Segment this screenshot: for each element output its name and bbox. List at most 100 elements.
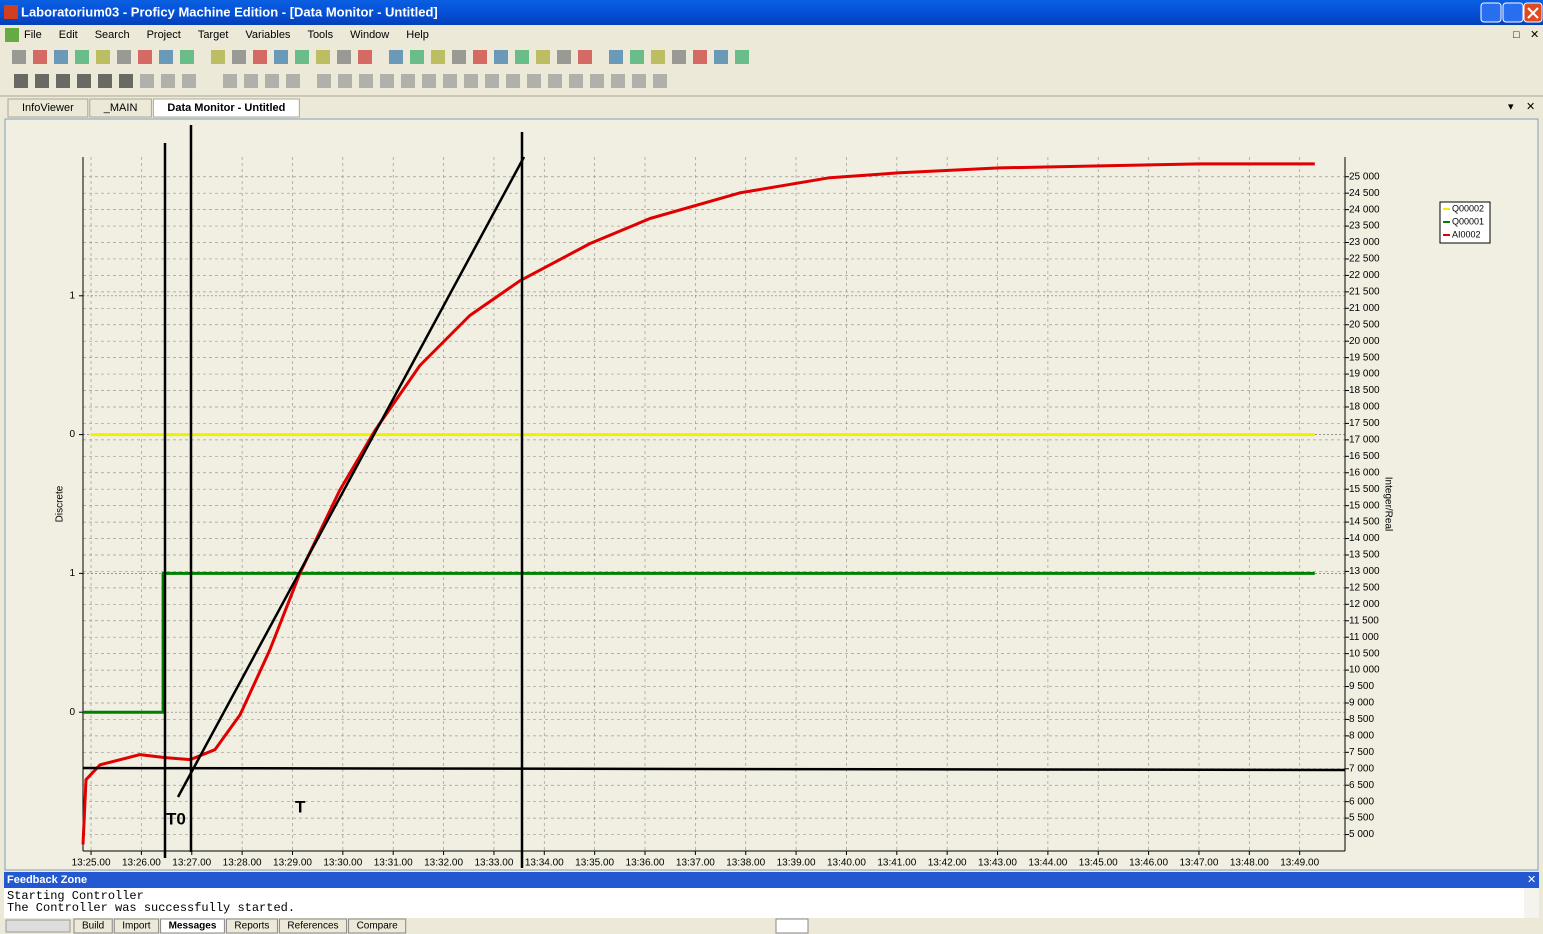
toolbar-button[interactable]	[117, 50, 131, 64]
toolbar-button[interactable]	[159, 50, 173, 64]
toolbar-button[interactable]	[536, 50, 550, 64]
toolbar-button[interactable]	[338, 74, 352, 88]
toolbar-button[interactable]	[401, 74, 415, 88]
menu-item[interactable]: Edit	[59, 29, 78, 41]
toolbar-button[interactable]	[431, 50, 445, 64]
toolbar-button[interactable]	[557, 50, 571, 64]
toolbar-button[interactable]	[485, 74, 499, 88]
toolbar-button[interactable]	[140, 74, 154, 88]
y2-tick-label: 20 500	[1349, 319, 1380, 330]
toolbar-button[interactable]	[286, 74, 300, 88]
menu-item[interactable]: File	[24, 29, 42, 41]
toolbar-button[interactable]	[735, 50, 749, 64]
toolbar-button[interactable]	[380, 74, 394, 88]
toolbar-button[interactable]	[161, 74, 175, 88]
menu-item[interactable]: Tools	[307, 29, 333, 41]
y2-tick-label: 19 500	[1349, 352, 1380, 363]
menu-icon	[5, 28, 19, 42]
toolbar-button[interactable]	[138, 50, 152, 64]
feedback-close[interactable]: ✕	[1527, 874, 1536, 886]
toolbar-button[interactable]	[337, 50, 351, 64]
toolbar-button[interactable]	[56, 74, 70, 88]
toolbar-button[interactable]	[14, 74, 28, 88]
toolbar-button[interactable]	[714, 50, 728, 64]
toolbar-button[interactable]	[77, 74, 91, 88]
scrollbar[interactable]	[1524, 888, 1539, 918]
toolbar-button[interactable]	[389, 50, 403, 64]
toolbar-button[interactable]	[422, 74, 436, 88]
bottom-tab[interactable]	[225, 918, 278, 934]
bottom-tab[interactable]	[160, 918, 225, 934]
toolbar-button[interactable]	[609, 50, 623, 64]
toolbar-button[interactable]	[274, 50, 288, 64]
toolbar-button[interactable]	[295, 50, 309, 64]
tab[interactable]	[89, 98, 152, 118]
toolbar-button[interactable]	[569, 74, 583, 88]
toolbar-button[interactable]	[473, 50, 487, 64]
toolbar-button[interactable]	[317, 74, 331, 88]
tab-label: Data Monitor - Untitled	[167, 102, 285, 114]
tab-menu[interactable]: ▾	[1508, 101, 1514, 113]
x-tick-label: 13:31.00	[374, 858, 413, 869]
toolbar-button[interactable]	[630, 50, 644, 64]
y2-tick-label: 19 000	[1349, 369, 1380, 380]
toolbar-button[interactable]	[578, 50, 592, 64]
toolbar-button[interactable]	[316, 50, 330, 64]
toolbar-button[interactable]	[632, 74, 646, 88]
tab-close[interactable]: ✕	[1526, 101, 1535, 113]
x-tick-label: 13:47.00	[1179, 858, 1218, 869]
toolbar-button[interactable]	[35, 74, 49, 88]
bottom-tab[interactable]	[73, 918, 113, 934]
menu-item[interactable]: Window	[350, 29, 389, 41]
toolbar-button[interactable]	[119, 74, 133, 88]
toolbar-button[interactable]	[452, 50, 466, 64]
menu-item[interactable]: Variables	[245, 29, 291, 41]
toolbar-button[interactable]	[611, 74, 625, 88]
toolbar-button[interactable]	[253, 50, 267, 64]
bottom-tab[interactable]	[348, 918, 407, 934]
toolbar-button[interactable]	[232, 50, 246, 64]
toolbar-button[interactable]	[527, 74, 541, 88]
toolbar-button[interactable]	[359, 74, 373, 88]
menu-item[interactable]: Search	[95, 29, 130, 41]
menu-item[interactable]: Project	[147, 29, 181, 41]
toolbar-button[interactable]	[693, 50, 707, 64]
toolbar-button[interactable]	[265, 74, 279, 88]
toolbar-button[interactable]	[180, 50, 194, 64]
toolbar-button[interactable]	[211, 50, 225, 64]
toolbar-button[interactable]	[443, 74, 457, 88]
toolbar-button[interactable]	[182, 74, 196, 88]
tab[interactable]	[152, 98, 300, 118]
toolbar-button[interactable]	[548, 74, 562, 88]
tab[interactable]	[7, 98, 89, 118]
toolbar-button[interactable]	[75, 50, 89, 64]
mdi-restore[interactable]: □	[1513, 29, 1520, 41]
toolbar-button[interactable]	[54, 50, 68, 64]
toolbar-button[interactable]	[651, 50, 665, 64]
toolbar-button[interactable]	[494, 50, 508, 64]
mdi-close[interactable]: ✕	[1530, 29, 1539, 41]
h-scrollbar[interactable]	[775, 918, 809, 934]
toolbar-button[interactable]	[590, 74, 604, 88]
y2-tick-label: 8 000	[1349, 731, 1374, 742]
menu-item[interactable]: Target	[198, 29, 229, 41]
minimize-button[interactable]	[1480, 2, 1502, 23]
bottom-tab[interactable]	[278, 918, 348, 934]
toolbar-button[interactable]	[358, 50, 372, 64]
toolbar-button[interactable]	[33, 50, 47, 64]
toolbar-button[interactable]	[506, 74, 520, 88]
toolbar-button[interactable]	[244, 74, 258, 88]
bottom-tab[interactable]	[113, 918, 160, 934]
toolbar-button[interactable]	[672, 50, 686, 64]
menu-item[interactable]: Help	[406, 29, 429, 41]
toolbar-button[interactable]	[98, 74, 112, 88]
toolbar-button[interactable]	[96, 50, 110, 64]
toolbar-button[interactable]	[12, 50, 26, 64]
toolbar-button[interactable]	[515, 50, 529, 64]
toolbar-button[interactable]	[410, 50, 424, 64]
nav-buttons[interactable]	[5, 919, 71, 933]
toolbar-button[interactable]	[464, 74, 478, 88]
toolbar-button[interactable]	[223, 74, 237, 88]
toolbar-button[interactable]	[653, 74, 667, 88]
restore-button[interactable]	[1502, 2, 1524, 23]
